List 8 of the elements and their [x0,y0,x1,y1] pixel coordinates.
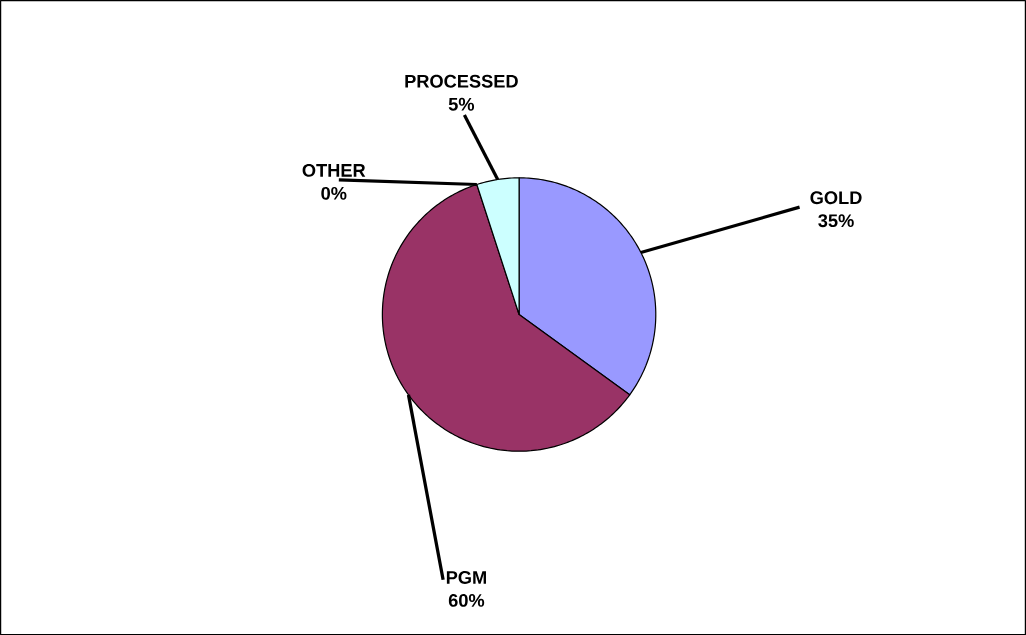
text: 0% [321,186,347,200]
slice-label: PGM [446,570,486,584]
slice-label: GOLD [810,191,862,205]
data-label: 35% [818,214,854,228]
category-label: OTHER [302,163,366,177]
data-label: 60% [448,593,485,607]
data-label: 5% [448,97,475,111]
slice-label: PROCESSED [405,74,518,88]
